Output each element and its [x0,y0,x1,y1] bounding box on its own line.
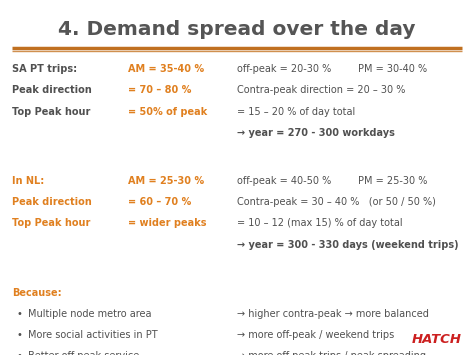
Text: → year = 270 - 300 workdays: → year = 270 - 300 workdays [237,128,395,138]
Text: = 60 – 70 %: = 60 – 70 % [128,197,191,207]
Text: PM = 30-40 %: PM = 30-40 % [358,64,427,74]
Text: Because:: Because: [12,288,62,297]
Text: Better off-peak service: Better off-peak service [28,351,140,355]
Text: Multiple node metro area: Multiple node metro area [28,309,152,319]
Text: More social activities in PT: More social activities in PT [28,330,158,340]
Text: Contra-peak direction = 20 – 30 %: Contra-peak direction = 20 – 30 % [237,85,405,95]
Text: → more off-peak / weekend trips: → more off-peak / weekend trips [237,330,394,340]
Text: Top Peak hour: Top Peak hour [12,106,90,116]
Text: AM = 35-40 %: AM = 35-40 % [128,64,204,74]
Text: AM = 25-30 %: AM = 25-30 % [128,176,204,186]
Text: HATCH: HATCH [412,333,462,346]
Text: = wider peaks: = wider peaks [128,218,207,228]
Text: PM = 25-30 %: PM = 25-30 % [358,176,427,186]
Text: SA PT trips:: SA PT trips: [12,64,77,74]
Text: → year = 300 - 330 days (weekend trips): → year = 300 - 330 days (weekend trips) [237,240,459,250]
Text: → higher contra-peak → more balanced: → higher contra-peak → more balanced [237,309,429,319]
Text: = 10 – 12 (max 15) % of day total: = 10 – 12 (max 15) % of day total [237,218,402,228]
Text: Peak direction: Peak direction [12,197,91,207]
Text: In NL:: In NL: [12,176,44,186]
Text: = 15 – 20 % of day total: = 15 – 20 % of day total [237,106,355,116]
Text: •: • [17,309,22,319]
Text: off-peak = 40-50 %: off-peak = 40-50 % [237,176,331,186]
Text: Top Peak hour: Top Peak hour [12,218,90,228]
Text: = 70 – 80 %: = 70 – 80 % [128,85,191,95]
Text: Contra-peak = 30 – 40 %   (or 50 / 50 %): Contra-peak = 30 – 40 % (or 50 / 50 %) [237,197,436,207]
Text: 4. Demand spread over the day: 4. Demand spread over the day [58,20,416,39]
Text: •: • [17,351,22,355]
Text: Peak direction: Peak direction [12,85,91,95]
Text: •: • [17,330,22,340]
Text: → more off-peak trips / peak spreading: → more off-peak trips / peak spreading [237,351,426,355]
Text: off-peak = 20-30 %: off-peak = 20-30 % [237,64,331,74]
Text: = 50% of peak: = 50% of peak [128,106,207,116]
